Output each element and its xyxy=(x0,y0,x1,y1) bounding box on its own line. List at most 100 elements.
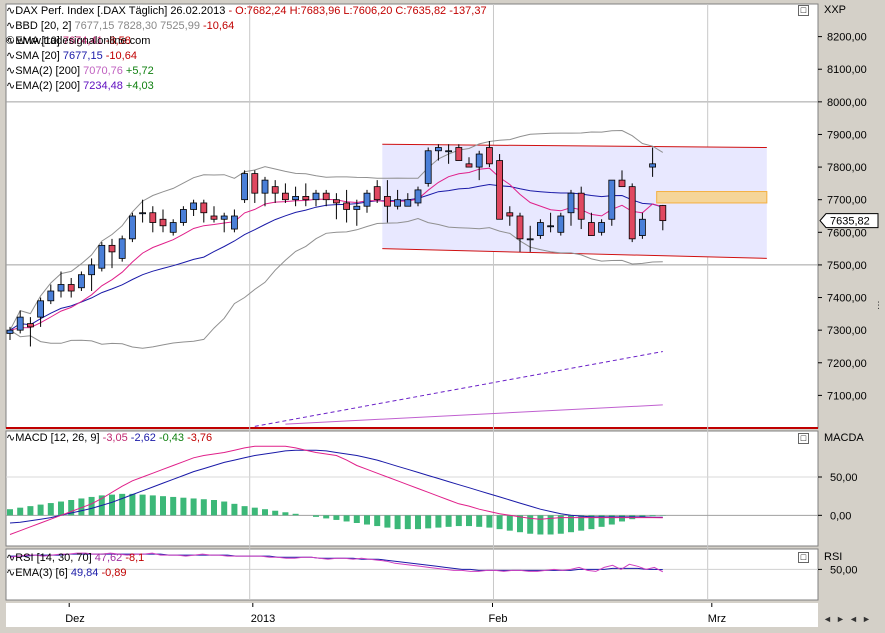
candle-body xyxy=(303,196,309,199)
indicator-delta: -10,64 xyxy=(106,50,137,62)
price-change: -137,37 xyxy=(449,5,486,17)
candle-body xyxy=(435,148,441,151)
title-line: ∿DAX Perf. Index [.DAX Täglich] 26.02.20… xyxy=(6,4,487,19)
price-legend: ∿DAX Perf. Index [.DAX Täglich] 26.02.20… xyxy=(6,4,487,49)
candle-body xyxy=(507,213,513,216)
candle-body xyxy=(446,151,452,152)
rsi-label: RSI [14, 30, 70] xyxy=(15,552,91,564)
candle xyxy=(129,213,135,242)
macd-histogram-bar xyxy=(497,515,503,529)
macd-histogram-bar xyxy=(354,515,360,523)
candle-body xyxy=(415,190,421,203)
candle-body xyxy=(160,219,166,226)
macd-histogram-bar xyxy=(129,494,135,515)
macd-histogram-bar xyxy=(313,515,319,517)
rsi-ema-value: 49,84 xyxy=(71,567,99,579)
candle-body xyxy=(374,187,380,200)
time-axis xyxy=(6,603,818,627)
price-panel-maximize-button[interactable]: □ xyxy=(798,5,809,16)
candle-body xyxy=(282,193,288,200)
candle-body xyxy=(333,200,339,203)
indicator-series-icon: ∿ xyxy=(6,65,15,77)
candle xyxy=(537,219,543,239)
indicator-series-icon: ∿ xyxy=(6,20,15,32)
candle xyxy=(609,180,615,226)
zoom-out-icon[interactable]: ◄ xyxy=(848,614,859,625)
candle-body xyxy=(272,187,278,194)
macd-histogram-bar xyxy=(466,515,472,526)
candle-body xyxy=(129,216,135,239)
zoom-in-icon[interactable]: ► xyxy=(861,614,872,625)
macd-panel-maximize-button[interactable]: □ xyxy=(798,433,809,444)
macd-series-icon: ∿ xyxy=(6,432,15,444)
macd-histogram-bar xyxy=(170,497,176,515)
indicator-series-icon: ∿ xyxy=(6,80,15,92)
macd-histogram-bar xyxy=(323,515,329,518)
price-tick-label: 8100,00 xyxy=(827,64,867,76)
macd-histogram-bar xyxy=(374,515,380,526)
macd-histogram-bar xyxy=(344,515,350,521)
macd-legend: ∿MACD [12, 26, 9] -3,05 -2,62 -0,43 -3,7… xyxy=(6,431,212,446)
macd-histogram-bar xyxy=(119,494,125,515)
candle-body xyxy=(191,203,197,210)
candle-body xyxy=(231,216,237,229)
vertical-scrollbar[interactable]: ⋮ xyxy=(874,300,882,311)
scroll-right-icon[interactable]: ► xyxy=(835,614,846,625)
candle xyxy=(425,148,431,187)
price-tick-label: 7300,00 xyxy=(827,325,867,337)
macd-histogram-bar xyxy=(89,497,95,515)
candle-body xyxy=(517,216,523,239)
rsi-series-icon: ∿ xyxy=(6,552,15,564)
candle-body xyxy=(650,164,656,167)
candle-body xyxy=(456,148,462,161)
macd-histogram-bar xyxy=(231,504,237,516)
candle-body xyxy=(170,223,176,233)
candle xyxy=(497,154,503,219)
rsi-ema-series-icon: ∿ xyxy=(6,567,15,579)
candle xyxy=(242,170,248,203)
price-tick-label: 7400,00 xyxy=(827,293,867,305)
macd-histogram-bar xyxy=(435,515,441,527)
candle-body xyxy=(639,219,645,235)
candle-body xyxy=(466,164,472,167)
candle-body xyxy=(497,161,503,220)
indicator-legend-row: ∿SMA(2) [200] 7070,76 +5,72 xyxy=(6,64,487,79)
indicator-delta: +5,72 xyxy=(126,65,154,77)
candle xyxy=(415,187,421,207)
rsi-ema-label: EMA(3) [6] xyxy=(15,567,68,579)
time-tick-label: Dez xyxy=(65,613,85,625)
candle-body xyxy=(476,154,482,167)
macd-hist-value: -0,43 xyxy=(159,432,184,444)
indicator-delta: -10,64 xyxy=(203,20,234,32)
indicator-values: 7234,48 xyxy=(83,80,123,92)
macd-histogram-bar xyxy=(282,512,288,515)
candle-body xyxy=(78,275,84,288)
candle xyxy=(99,242,105,271)
candle-body xyxy=(48,291,54,301)
macd-signal-value: -2,62 xyxy=(131,432,156,444)
candle-body xyxy=(599,223,605,233)
indicator-label: EMA(2) [200] xyxy=(15,80,80,92)
macd-histogram-bar xyxy=(201,499,207,515)
price-tick-label: 7700,00 xyxy=(827,195,867,207)
scroll-left-icon[interactable]: ◄ xyxy=(822,614,833,625)
macd-histogram-bar xyxy=(38,505,44,516)
indicator-series-icon: ∿ xyxy=(6,50,15,62)
candle-body xyxy=(384,196,390,206)
indicator-label: SMA [20] xyxy=(15,50,60,62)
candle-body xyxy=(364,193,370,206)
candle-body xyxy=(99,245,105,268)
macd-histogram-bar xyxy=(221,502,227,516)
candle-body xyxy=(242,174,248,200)
candle-body xyxy=(578,193,584,219)
macd-histogram-bar xyxy=(58,502,64,516)
rsi-panel-maximize-button[interactable]: □ xyxy=(798,552,809,563)
symbol-label: DAX Perf. Index [.DAX Täglich] xyxy=(15,5,167,17)
time-tick-label: 2013 xyxy=(251,613,275,625)
price-axis-title: XXP xyxy=(824,4,846,16)
macd-histogram-bar xyxy=(160,496,166,515)
macd-histogram-bar xyxy=(180,498,186,516)
ohlc-values: O:7682,24 H:7683,96 L:7606,20 C:7635,82 xyxy=(235,5,446,17)
indicator-values: 7677,15 xyxy=(63,50,103,62)
